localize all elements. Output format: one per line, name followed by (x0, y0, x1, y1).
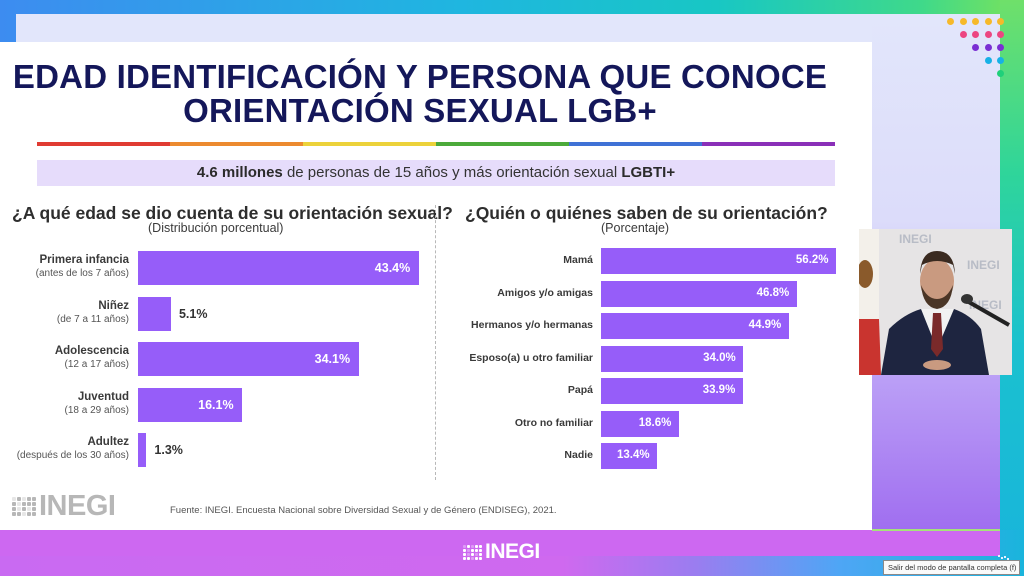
category-name: Adultez (87, 436, 129, 448)
category-label: Nadie (564, 449, 593, 461)
chart-who-title: ¿Quién o quiénes saben de su orientación… (465, 203, 828, 223)
data-label: 44.9% (748, 319, 782, 331)
data-label: 5.1% (178, 306, 208, 321)
bar (601, 443, 657, 469)
rainbow-segment (436, 142, 569, 146)
decor-dot (984, 18, 992, 25)
slide-title: EDAD IDENTIFICACIÓN Y PERSONA QUE CONOCE… (0, 60, 840, 128)
category-name: Juventud (77, 390, 129, 403)
svg-text:INEGI: INEGI (899, 232, 932, 246)
broadcast-inegi-logo: INEGI (463, 540, 540, 564)
bar (601, 345, 744, 372)
inegi-mark-icon (12, 497, 36, 516)
decor-dot (959, 18, 967, 25)
decor-dot (997, 70, 1004, 77)
decor-dot (984, 31, 992, 38)
category-label: Juventud (18 a 29 años) (65, 390, 130, 417)
decor-dot (947, 18, 954, 25)
category-label: Hermanos y/o hermanas (471, 319, 593, 331)
rainbow-divider (37, 142, 835, 146)
data-label: 34.1% (314, 352, 351, 366)
bar (601, 410, 679, 437)
frame-bottom-band (0, 530, 1000, 556)
category-name: Primera infancia (39, 254, 129, 266)
source-note: Fuente: INEGI. Encuesta Nacional sobre D… (170, 505, 557, 516)
decor-dot (997, 57, 1004, 64)
rainbow-segment (170, 142, 303, 146)
category-label: Adolescencia (12 a 17 años) (55, 344, 129, 371)
data-label: 18.6% (638, 416, 672, 429)
category-age-range: (de 7 a 11 años) (56, 313, 129, 325)
decor-dot (997, 31, 1004, 38)
data-label: 13.4% (617, 449, 650, 461)
category-label: Otro no familiar (514, 416, 593, 429)
decor-dot (997, 44, 1004, 51)
category-label: Papá (567, 384, 593, 396)
rainbow-segment (569, 142, 702, 146)
category-name: Adolescencia (54, 345, 129, 357)
data-label: 33.9% (702, 384, 736, 396)
bar (138, 387, 243, 422)
data-label: 46.8% (756, 286, 790, 299)
category-age-range: (antes de los 7 años) (35, 268, 129, 279)
chart-divider (435, 205, 436, 480)
decor-dot (959, 31, 967, 38)
banner-text: de personas de 15 años y más orientación… (282, 164, 622, 181)
chart-age-title: ¿A qué edad se dio cuenta de su orientac… (12, 203, 453, 223)
data-label: 43.4% (374, 261, 411, 275)
inegi-mark-icon (463, 544, 482, 560)
bar (601, 313, 789, 339)
category-label: Amigos y/o amigas (497, 286, 593, 299)
presenter-video[interactable]: INEGI INEGI INEGI (859, 229, 1012, 375)
rainbow-segment (702, 142, 835, 146)
decor-dot (984, 57, 992, 64)
category-age-range: (18 a 29 años) (64, 404, 130, 416)
slide-top-strip (16, 14, 872, 42)
inegi-logo: INEGI (12, 490, 116, 523)
banner-group: LGBTI+ (621, 164, 676, 181)
data-label: 34.0% (703, 351, 736, 364)
category-age-range: (después de los 30 años) (16, 450, 129, 461)
bar (138, 251, 419, 285)
banner-highlight: 4.6 millones (196, 164, 283, 181)
bar (601, 280, 797, 307)
category-label: Esposo(a) u otro familiar (469, 351, 593, 364)
category-label: Niñez (de 7 a 11 años) (57, 299, 129, 326)
bar (601, 378, 743, 404)
category-age-range: (12 a 17 años) (64, 359, 130, 370)
fullscreen-icon[interactable] (998, 550, 1012, 562)
title-line-1: EDAD IDENTIFICACIÓN Y PERSONA QUE CONOCE (12, 58, 828, 95)
bar (138, 342, 359, 376)
category-label: Adultez (después de los 30 años) (17, 435, 129, 462)
inegi-logo-text: INEGI (39, 490, 116, 522)
population-banner: 4.6 millones de personas de 15 años y má… (37, 160, 835, 186)
svg-text:INEGI: INEGI (967, 258, 1000, 272)
decor-dot (997, 18, 1004, 25)
data-label: 56.2% (795, 254, 829, 266)
bar (138, 296, 171, 331)
bar (138, 433, 147, 467)
category-label: Mamá (563, 254, 593, 266)
data-label: 16.1% (198, 397, 234, 412)
decor-dot (972, 18, 979, 25)
data-label: 1.3% (154, 443, 183, 457)
decor-dot (984, 44, 992, 51)
presenter-image: INEGI INEGI INEGI (859, 229, 1012, 375)
category-name: Niñez (98, 299, 129, 312)
exit-fullscreen-tooltip: Salir del modo de pantalla completa (f) (883, 560, 1020, 575)
chart-age-subtitle: (Distribución porcentual) (148, 221, 284, 235)
rainbow-segment (37, 142, 170, 146)
right-panel-accent-line (872, 529, 1000, 531)
rainbow-segment (303, 142, 436, 146)
broadcast-logo-text: INEGI (485, 540, 540, 563)
title-line-2: ORIENTACIÓN SEXUAL LGB+ (183, 92, 657, 129)
decor-dots (945, 18, 1005, 80)
category-label: Primera infancia (antes de los 7 años) (36, 253, 129, 280)
chart-who-subtitle: (Porcentaje) (601, 221, 670, 235)
bar (601, 248, 836, 274)
decor-dot (972, 44, 979, 51)
decor-dot (972, 31, 979, 38)
